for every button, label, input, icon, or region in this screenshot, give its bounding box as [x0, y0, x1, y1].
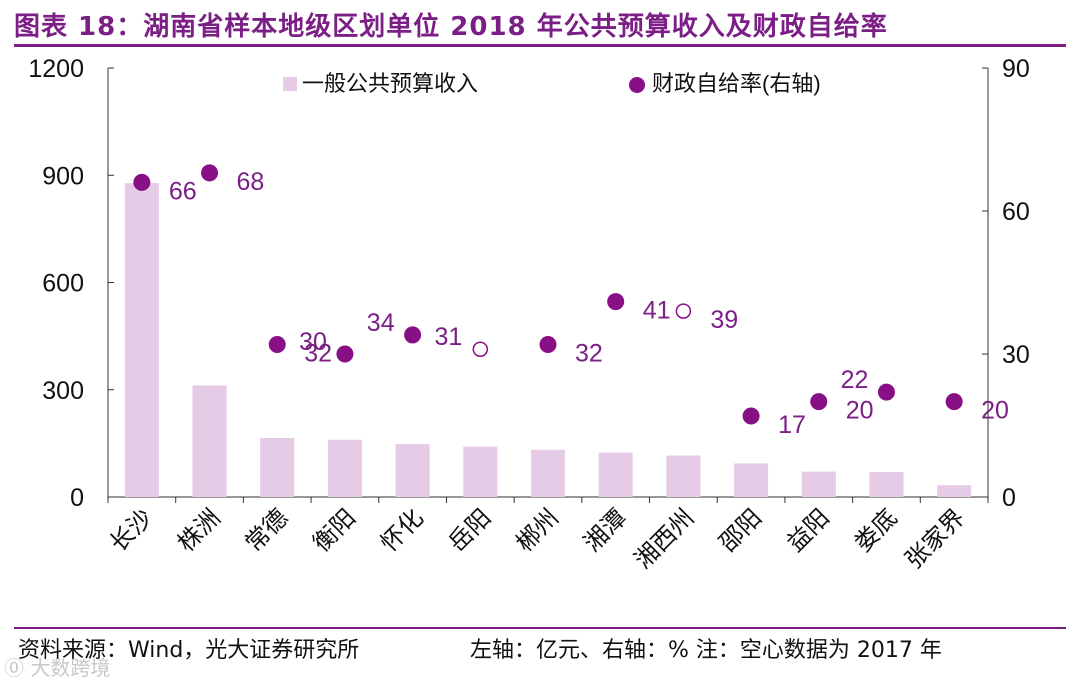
right-axis-tick-label: 60: [1002, 198, 1030, 226]
bar: [327, 439, 362, 497]
bar: [463, 446, 498, 497]
data-label: 32: [575, 339, 603, 367]
bar: [666, 455, 701, 497]
data-label: 31: [434, 323, 462, 351]
left-axis-tick-label: 300: [42, 377, 84, 405]
scatter-point: [201, 164, 219, 182]
scatter-point: [404, 326, 422, 344]
bar: [531, 449, 565, 497]
bar: [598, 452, 633, 497]
data-label: 41: [643, 297, 671, 325]
chart-title: 图表 18：湖南省样本地级区划单位 2018 年公共预算收入及财政自给率: [14, 12, 888, 42]
data-label: 30: [299, 328, 327, 356]
right-axis-tick-label: 0: [1002, 484, 1016, 512]
x-axis-category-label: 怀化: [376, 504, 429, 557]
x-axis-category-label: 常德: [240, 504, 293, 557]
bar: [395, 444, 430, 497]
bar: [734, 463, 769, 497]
data-label: 20: [981, 397, 1009, 425]
data-label: 34: [367, 309, 395, 337]
bar: [124, 183, 159, 498]
x-axis-category-label: 株洲: [173, 504, 226, 557]
hollow-point: [675, 303, 692, 319]
x-axis-category-label: 衡阳: [308, 504, 361, 557]
left-axis-tick-label: 0: [70, 484, 84, 512]
x-axis-category-label: 娄底: [850, 504, 903, 557]
data-label: 20: [846, 397, 874, 425]
scatter-point: [877, 383, 895, 401]
bar: [260, 438, 295, 497]
left-axis-tick-label: 600: [42, 270, 84, 298]
scatter-point: [810, 393, 828, 411]
data-label: 32: [304, 339, 332, 367]
right-axis-tick-label: 30: [1002, 341, 1030, 369]
data-label: 66: [169, 177, 197, 205]
source-note: 资料来源：Wind，光大证券研究所: [18, 638, 360, 663]
left-axis-tick-label: 1200: [28, 55, 84, 83]
scatter-point: [742, 407, 760, 425]
axis-unit-note: 左轴：亿元、右轴：% 注：空心数据为 2017 年: [470, 638, 942, 663]
scatter-point: [133, 173, 151, 191]
x-axis-category-label: 益阳: [782, 504, 835, 557]
legend-dot-swatch: [629, 77, 645, 93]
x-axis-category-label: 张家界: [900, 504, 970, 574]
x-axis-category-label: 郴州: [511, 504, 564, 557]
footer-rule: [14, 627, 1066, 629]
right-axis-tick-label: 90: [1002, 55, 1030, 83]
title-rule: [14, 44, 1066, 47]
bar: [869, 471, 904, 497]
bar: [937, 485, 972, 497]
bar: [801, 471, 836, 497]
legend-bar-swatch: [283, 77, 297, 91]
scatter-point: [607, 293, 625, 311]
data-label: 17: [778, 411, 806, 439]
scatter-point: [268, 335, 286, 353]
legend-dot-label: 财政自给率(右轴): [652, 71, 821, 96]
watermark: ⓪ 大数跨境: [4, 656, 111, 680]
bar: [192, 385, 227, 497]
left-axis-tick-label: 900: [42, 162, 84, 190]
hollow-point: [472, 341, 489, 357]
data-label: 39: [710, 306, 738, 334]
x-axis-category-label: 湘西州: [630, 504, 700, 574]
x-axis-category-label: 邵阳: [714, 504, 767, 557]
x-axis-category-label: 长沙: [105, 504, 158, 557]
scatter-point: [336, 345, 354, 363]
scatter-point: [945, 393, 963, 411]
x-axis-category-label: 湘潭: [579, 504, 632, 557]
scatter-point: [539, 335, 557, 353]
legend-bar-label: 一般公共预算收入: [302, 71, 478, 96]
data-label: 22: [841, 366, 869, 394]
x-axis-category-label: 岳阳: [444, 504, 497, 557]
data-label: 68: [237, 168, 265, 196]
